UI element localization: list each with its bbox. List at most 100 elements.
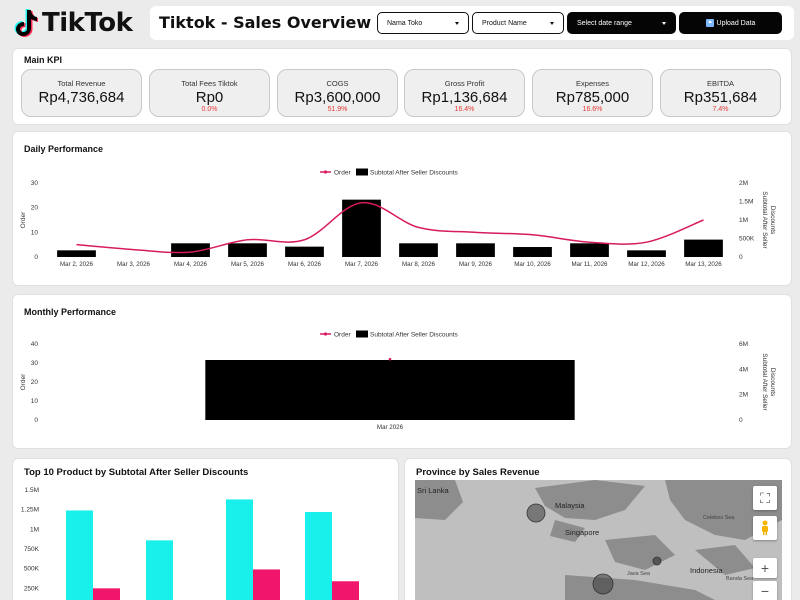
province-map[interactable]: Sri Lanka Malaysia Singapore Indonesia C… <box>415 480 782 600</box>
bar-subtotal <box>228 243 267 257</box>
legend-subtotal-label: Subtotal After Seller Discounts <box>370 332 459 339</box>
main-kpi-title: Main KPI <box>24 55 63 65</box>
kpi-expenses: Expenses Rp785,000 16.6% <box>532 69 653 117</box>
upload-data-label: Upload Data <box>716 19 756 27</box>
y-right-tick-label: 6M <box>739 341 748 348</box>
y-right-axis-label: Subtotal After Seller <box>761 353 768 411</box>
y-right-tick-label: 0 <box>739 254 743 261</box>
y-tick-label: 1.5M <box>25 487 39 494</box>
point-order <box>388 357 392 361</box>
bar-subtotal <box>456 243 495 257</box>
tiktok-logo: TikTok <box>12 6 133 40</box>
map-bubble <box>592 573 614 595</box>
legend-subtotal-swatch <box>356 168 368 176</box>
fullscreen-icon[interactable]: ⛶ <box>753 486 777 510</box>
brand-name: TikTok <box>42 8 133 38</box>
legend-order-label: Order <box>334 332 351 339</box>
page-title: Tiktok - Sales Overview <box>159 13 372 32</box>
y-left-tick-label: 10 <box>31 398 39 405</box>
monthly-performance-chart: Order Subtotal After Seller Discounts 0 10 2… <box>20 330 776 431</box>
kpi-value: Rp351,684 <box>683 89 758 106</box>
product-name-filter[interactable]: Product Name <box>472 12 564 34</box>
top10-product-chart: 250K 500K 750K 1M 1.25M 1.5M <box>21 487 359 600</box>
province-map-title: Province by Sales Revenue <box>416 467 540 478</box>
x-tick-label: Mar 13, 2026 <box>685 261 722 268</box>
upload-icon <box>705 19 714 27</box>
bar-subtotal <box>684 239 723 257</box>
daily-performance-title: Daily Performance <box>24 144 104 154</box>
date-range-label: Select date range <box>577 19 632 27</box>
chevron-down-icon <box>550 21 554 25</box>
x-tick-label: Mar 8, 2026 <box>402 261 436 268</box>
bar-subtotal <box>205 360 575 420</box>
bar-subtotal <box>57 250 96 257</box>
x-tick-label: Mar 12, 2026 <box>628 261 665 268</box>
y-left-tick-label: 0 <box>34 254 38 261</box>
kpi-percent: 0.0% <box>201 106 218 113</box>
chevron-down-icon <box>455 21 459 25</box>
kpi-percent: 16.4% <box>454 106 475 113</box>
store-name-filter[interactable]: Nama Toko <box>377 12 469 34</box>
x-tick-label: Mar 11, 2026 <box>571 261 608 268</box>
y-tick-label: 1.25M <box>21 507 39 514</box>
map-bubble <box>652 556 662 566</box>
map-label: Celebes Sea <box>703 515 735 521</box>
y-right-tick-label: 0 <box>739 417 743 424</box>
x-tick-label: Mar 6, 2026 <box>288 261 322 268</box>
x-tick-label: Mar 2, 2026 <box>60 261 94 268</box>
upload-data-button[interactable]: Upload Data <box>679 12 782 34</box>
bar-cyan <box>226 499 253 600</box>
bar-pink <box>332 581 359 600</box>
y-left-tick-label: 30 <box>31 180 39 187</box>
monthly-performance-title: Monthly Performance <box>24 307 117 317</box>
bar-cyan <box>66 510 93 600</box>
chevron-down-icon <box>662 21 666 25</box>
bar-subtotal <box>627 250 666 257</box>
zoom-out-button[interactable]: − <box>753 581 777 600</box>
kpi-value: Rp785,000 <box>555 89 630 106</box>
y-right-tick-label: 1.5M <box>739 199 753 206</box>
bar-subtotal <box>570 243 609 257</box>
y-right-axis-label: Discounts <box>769 368 776 397</box>
kpi-percent: 16.6% <box>582 106 603 113</box>
bar-subtotal <box>171 243 210 257</box>
y-right-tick-label: 1M <box>739 217 748 224</box>
top10-product-title: Top 10 Product by Subtotal After Seller … <box>24 467 249 478</box>
tiktok-note-icon <box>14 9 38 37</box>
daily-performance-chart: Order Subtotal After Seller Discounts 0 10 2… <box>20 168 776 268</box>
bar-pink <box>253 569 280 600</box>
kpi-cogs: COGS Rp3,600,000 51.9% <box>277 69 398 117</box>
y-left-tick-label: 0 <box>34 417 38 424</box>
x-tick-label: Mar 5, 2026 <box>231 261 265 268</box>
y-left-tick-label: 40 <box>31 341 39 348</box>
x-tick-label: Mar 10, 2026 <box>514 261 551 268</box>
date-range-picker[interactable]: Select date range <box>567 12 676 34</box>
y-tick-label: 750K <box>24 546 40 553</box>
chart-legend: Order Subtotal After Seller Discounts <box>320 168 459 177</box>
kpi-label: Total Fees Tiktok <box>181 79 238 88</box>
kpi-label: EBITDA <box>706 79 735 88</box>
y-left-tick-label: 30 <box>31 360 39 367</box>
map-label: Singapore <box>565 528 600 537</box>
map-label: Sri Lanka <box>417 486 449 495</box>
bar-subtotal <box>342 199 381 257</box>
bar-subtotal <box>513 247 552 257</box>
kpi-label: Gross Profit <box>444 79 485 88</box>
legend-order-marker <box>323 170 328 174</box>
bar-pink <box>93 588 120 600</box>
kpi-label: Total Revenue <box>57 79 106 88</box>
x-tick-label: Mar 9, 2026 <box>459 261 493 268</box>
x-tick-label: Mar 2026 <box>377 424 404 431</box>
line-order <box>76 201 704 254</box>
kpi-ebitda: EBITDA Rp351,684 7.4% <box>660 69 781 117</box>
y-right-tick-label: 2M <box>739 392 748 399</box>
pegman-icon[interactable] <box>753 516 777 540</box>
y-tick-label: 1M <box>30 526 39 533</box>
map-label: Java Sea <box>627 571 650 577</box>
zoom-in-button[interactable]: + <box>753 558 777 578</box>
bar-cyan <box>305 512 332 600</box>
y-right-axis-label: Discounts <box>769 206 776 235</box>
map-bubble <box>526 503 546 523</box>
map-label: Malaysia <box>555 501 585 510</box>
y-right-tick-label: 4M <box>739 366 748 373</box>
